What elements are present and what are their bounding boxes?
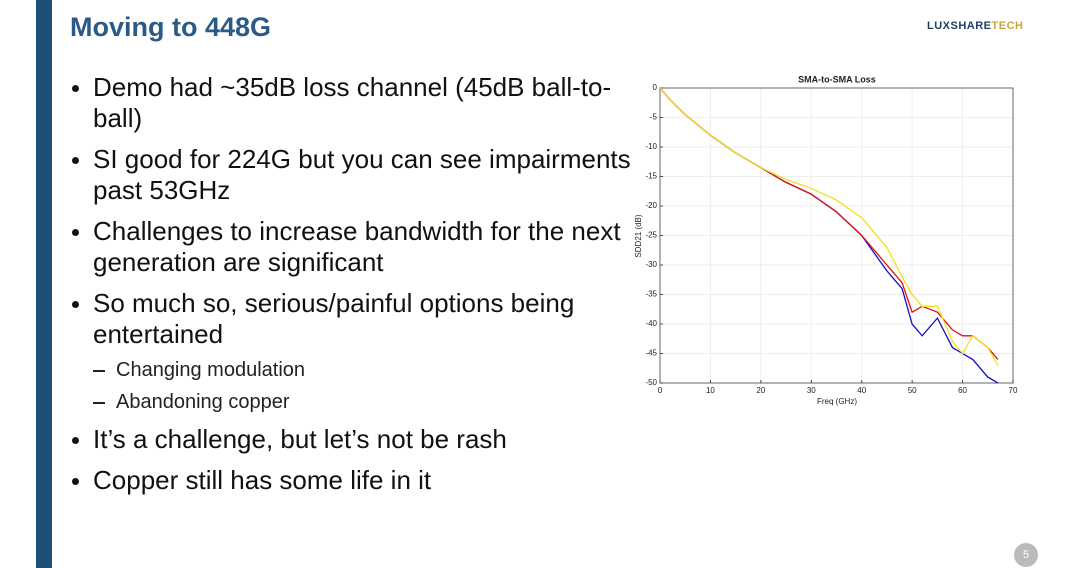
sub-marker (93, 402, 105, 404)
chart-title: SMA-to-SMA Loss (798, 74, 876, 84)
bullet: SI good for 224G but you can see impairm… (70, 144, 632, 206)
logo-text: TECH (991, 20, 1024, 32)
slide-title: Moving to 448G (70, 12, 272, 42)
bullet-text: Copper still has some life in it (93, 465, 432, 495)
sub-list: Changing modulation Abandoning copper (93, 354, 632, 418)
logo: LUXSHARETECH (927, 20, 1023, 32)
y-tick-label: -15 (645, 172, 657, 181)
bullet-list: Demo had ~35dB loss channel (45dB ball-t… (70, 72, 632, 506)
bullet-text: Demo had ~35dB loss channel (45dB ball-t… (93, 72, 612, 133)
y-tick-label: -10 (645, 142, 657, 151)
x-tick-label: 20 (756, 386, 765, 395)
sub-marker (93, 370, 105, 372)
bullet: Challenges to increase bandwidth for the… (70, 216, 632, 278)
y-tick-label: -50 (645, 378, 657, 387)
bullet-marker (72, 85, 79, 92)
page-number: 5 (1014, 543, 1038, 567)
y-tick-label: -45 (645, 349, 657, 358)
bullet-marker (72, 229, 79, 236)
bullet-marker (72, 301, 79, 308)
x-tick-label: 70 (1009, 386, 1018, 395)
sub-bullet-text: Changing modulation (116, 359, 306, 381)
side-bar (36, 0, 52, 568)
sub-bullet: Abandoning copper (93, 386, 632, 418)
y-tick-label: 0 (653, 83, 658, 92)
bullet-text: SI good for 224G but you can see impairm… (93, 144, 631, 205)
bullet-marker (72, 437, 79, 444)
y-tick-label: -5 (650, 113, 658, 122)
bullet: Demo had ~35dB loss channel (45dB ball-t… (70, 72, 632, 134)
y-tick-label: -20 (645, 201, 657, 210)
bullet-text: Challenges to increase bandwidth for the… (93, 216, 621, 277)
bullet-marker (72, 478, 79, 485)
x-tick-label: 60 (958, 386, 967, 395)
logo-text: LUXSHARE (927, 20, 992, 32)
x-tick-label: 0 (658, 386, 663, 395)
bullet-text: It’s a challenge, but let’s not be rash (93, 424, 507, 454)
sub-bullet: Changing modulation (93, 354, 632, 386)
y-tick-label: -35 (645, 290, 657, 299)
plot-frame (659, 87, 1014, 384)
x-tick-label: 40 (857, 386, 866, 395)
bullet: It’s a challenge, but let’s not be rash (70, 424, 632, 455)
x-tick-label: 10 (706, 386, 715, 395)
x-axis-label: Freq (GHz) (817, 397, 857, 406)
chart: SMA-to-SMA Loss Freq (GHz) SDD21 (dB) 0-… (634, 74, 1018, 406)
x-tick-label: 30 (807, 386, 816, 395)
x-tick-label: 50 (908, 386, 917, 395)
y-axis-label: SDD21 (dB) (634, 214, 643, 257)
bullet-marker (72, 157, 79, 164)
bullet-text: So much so, serious/painful options bein… (93, 288, 575, 349)
sub-bullet-text: Abandoning copper (116, 391, 290, 413)
y-tick-label: -30 (645, 260, 657, 269)
y-tick-label: -25 (645, 231, 657, 240)
y-tick-label: -40 (645, 319, 657, 328)
bullet: So much so, serious/painful options bein… (70, 288, 632, 418)
bullet: Copper still has some life in it (70, 465, 632, 496)
data-line (659, 87, 999, 366)
